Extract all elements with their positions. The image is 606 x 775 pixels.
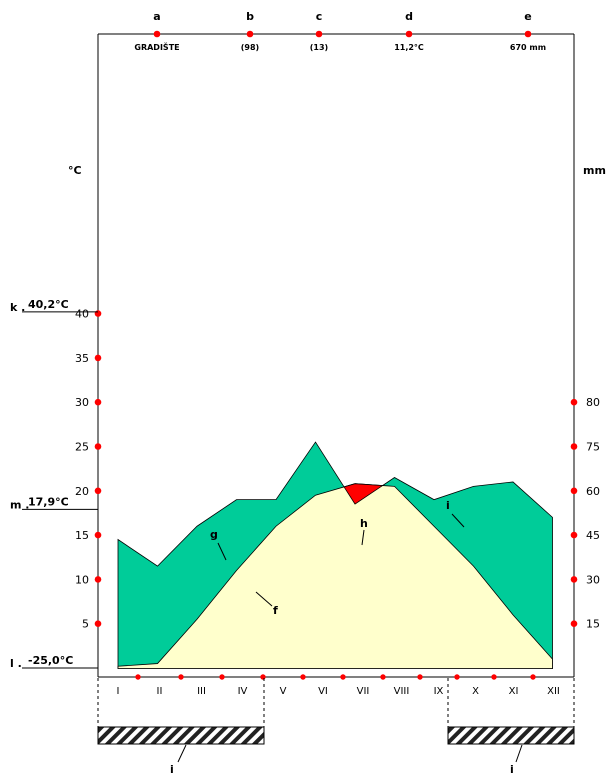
left-tick-marker bbox=[94, 310, 102, 317]
left-tick-label: 5 bbox=[82, 618, 89, 631]
month-marker bbox=[135, 674, 141, 680]
header-letter-d: d bbox=[405, 10, 413, 23]
right-tick-label: 80 bbox=[586, 396, 600, 409]
left-tick-label: 35 bbox=[75, 352, 89, 365]
right-tick-label: 30 bbox=[586, 573, 600, 586]
right-tick-marker bbox=[570, 620, 578, 627]
right-tick-label: 75 bbox=[586, 441, 600, 454]
month-label-X: X bbox=[472, 686, 479, 697]
header-group: a GRADIŠTE b (98) c (13) d 11,2°C e 670 mm bbox=[134, 10, 546, 52]
left-tick-marker bbox=[94, 531, 102, 539]
month-marker bbox=[340, 674, 346, 680]
left-tick-marker bbox=[94, 487, 102, 495]
extreme-value-m: 17,9°C bbox=[28, 495, 69, 508]
right-tick-label: 45 bbox=[586, 529, 600, 542]
header-marker-e bbox=[524, 30, 532, 38]
right-tick-marker bbox=[570, 443, 578, 450]
leader-i-top bbox=[451, 513, 465, 528]
month-label-VI: VI bbox=[318, 686, 328, 697]
frost-bar-left bbox=[97, 726, 265, 745]
month-label-VIII: VIII bbox=[394, 686, 410, 697]
extremes-group: k . 40,2°C m .17,9°C l . -25,0°C bbox=[10, 298, 98, 670]
annotation-i-right: i bbox=[510, 763, 514, 775]
header-letter-e: e bbox=[524, 10, 531, 23]
right-unit: mm bbox=[583, 164, 606, 177]
annotation-h: h bbox=[360, 517, 368, 530]
month-label-IX: IX bbox=[434, 686, 444, 697]
header-marker-b bbox=[246, 30, 254, 38]
month-marker bbox=[417, 674, 423, 680]
month-marker bbox=[530, 674, 536, 680]
left-tick-label: 30 bbox=[75, 396, 89, 409]
left-tick-label: 20 bbox=[75, 485, 89, 498]
month-marker bbox=[260, 674, 266, 680]
header-value-e: 670 mm bbox=[510, 43, 546, 52]
extreme-value-k: 40,2°C bbox=[28, 298, 69, 311]
annotation-i-left: i bbox=[170, 763, 174, 775]
left-tick-label: 40 bbox=[75, 308, 89, 321]
annotation-f: f bbox=[273, 604, 278, 617]
header-letter-b: b bbox=[246, 10, 254, 23]
header-value-a: GRADIŠTE bbox=[134, 41, 179, 52]
right-tick-group: 15 30 45 60 75 80 bbox=[570, 396, 600, 631]
left-tick-marker bbox=[94, 398, 102, 406]
month-label-XI: XI bbox=[509, 686, 519, 697]
left-tick-marker bbox=[94, 443, 102, 450]
header-letter-c: c bbox=[316, 10, 323, 23]
right-tick-marker bbox=[570, 531, 578, 539]
left-tick-group: 5 10 15 20 25 30 35 40 bbox=[75, 308, 102, 631]
month-label-II: II bbox=[157, 686, 163, 697]
month-label-III: III bbox=[197, 686, 206, 697]
left-tick-label: 15 bbox=[75, 529, 89, 542]
month-marker bbox=[219, 674, 225, 680]
month-label-V: V bbox=[280, 686, 287, 697]
header-letter-a: a bbox=[153, 10, 160, 23]
header-marker-d bbox=[405, 30, 413, 38]
left-tick-marker bbox=[94, 576, 102, 583]
right-tick-marker bbox=[570, 487, 578, 495]
header-marker-c bbox=[315, 30, 323, 38]
right-tick-label: 15 bbox=[586, 618, 600, 631]
right-tick-marker bbox=[570, 398, 578, 406]
left-tick-label: 10 bbox=[75, 573, 89, 586]
left-tick-marker bbox=[94, 354, 102, 362]
month-marker bbox=[491, 674, 497, 680]
month-label-XII: XII bbox=[547, 686, 560, 697]
annotation-g: g bbox=[210, 528, 218, 541]
header-value-d: 11,2°C bbox=[394, 43, 424, 52]
month-axis: I II III IV V VI VII VIII IX X XI XII bbox=[97, 674, 575, 727]
frost-bar-right bbox=[447, 726, 575, 745]
leader-g bbox=[217, 542, 227, 561]
header-value-b: (98) bbox=[241, 43, 259, 52]
month-marker bbox=[178, 674, 184, 680]
right-tick-marker bbox=[570, 576, 578, 583]
extreme-letter-k: k . bbox=[10, 301, 25, 314]
left-tick-marker bbox=[94, 620, 102, 627]
leader-h bbox=[361, 529, 365, 546]
header-value-c: (13) bbox=[310, 43, 328, 52]
right-tick-label: 60 bbox=[586, 485, 600, 498]
leader-f bbox=[255, 591, 273, 607]
dry-period-area bbox=[343, 483, 384, 505]
leader-i-left bbox=[177, 744, 187, 763]
leader-i-right bbox=[515, 744, 523, 763]
extreme-value-l: -25,0°C bbox=[28, 654, 73, 667]
extreme-letter-l: l . bbox=[10, 657, 22, 670]
month-marker bbox=[380, 674, 386, 680]
month-marker bbox=[300, 674, 306, 680]
month-label-IV: IV bbox=[238, 686, 248, 697]
annotation-i-top: i bbox=[446, 499, 450, 512]
extreme-letter-m: m . bbox=[10, 498, 29, 511]
month-marker bbox=[454, 674, 460, 680]
left-unit: °C bbox=[68, 164, 82, 177]
month-label-VII: VII bbox=[357, 686, 370, 697]
left-tick-label: 25 bbox=[75, 441, 89, 454]
header-marker-a bbox=[153, 30, 161, 38]
month-label-I: I bbox=[117, 686, 120, 697]
